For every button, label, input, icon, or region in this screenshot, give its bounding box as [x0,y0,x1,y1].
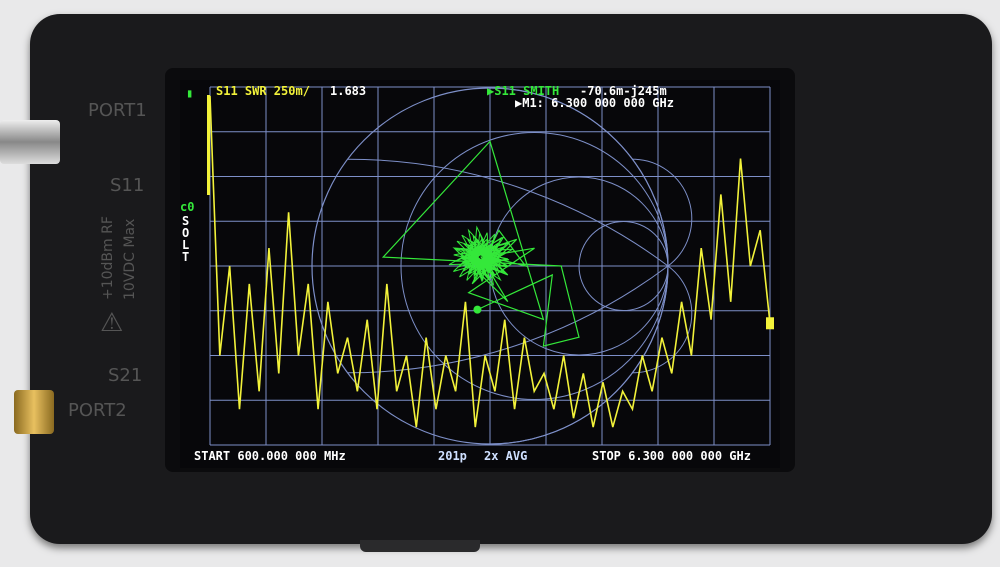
s21-label: S21 [108,365,143,386]
marker-readout[interactable]: ▶M1: 6.300 000 000 GHz [515,96,674,110]
s11-label: S11 [110,175,145,196]
lcd-screen[interactable]: ▮ S11 SWR 250m/ 1.683 ▶S11 SMITH -70.6m-… [180,80,780,468]
stop-frequency[interactable]: STOP 6.300 000 000 GHz [592,449,751,463]
port2-connector [14,390,54,434]
smith-reactance-arc [632,158,693,267]
start-frequency[interactable]: START 600.000 000 MHz [194,449,346,463]
points-count[interactable]: 201p [438,449,467,463]
smith-reactance-arc [489,265,669,445]
cal-l: L [182,238,190,252]
cal-o: O [182,226,190,240]
swr-trace [209,95,771,428]
smith-reactance-arc [347,265,669,374]
power-warning: +10dBm RF [100,216,116,300]
smith-reactance-arc [632,265,693,374]
smith-reactance-arc [347,158,669,267]
swr-marker [766,317,774,330]
port1-connector [0,120,60,164]
trace1-label[interactable]: S11 SWR 250m/ [216,84,310,98]
port1-label: PORT1 [88,100,147,121]
trace2-value: -70.6m-j245m [580,84,667,98]
cal-s: S [182,214,190,228]
battery-icon: ▮ [186,86,194,100]
reference-line [207,95,210,195]
trace1-value: 1.683 [330,84,367,98]
averaging[interactable]: 2x AVG [484,449,528,463]
dc-warning: 10VDC Max [122,218,138,300]
cal-t: T [182,250,190,264]
trace2-label[interactable]: ▶S11 SMITH [487,84,560,98]
smith-reactance-arc [489,87,669,267]
port2-label: PORT2 [68,400,127,421]
cal-slot: c0 [180,200,195,214]
plot-area [207,86,774,446]
smith-trace [381,140,580,347]
smith-marker [473,305,482,314]
smith-trace-cluster [448,225,513,287]
warning-icon: ⚠ [100,308,124,338]
device-edge [360,540,480,552]
